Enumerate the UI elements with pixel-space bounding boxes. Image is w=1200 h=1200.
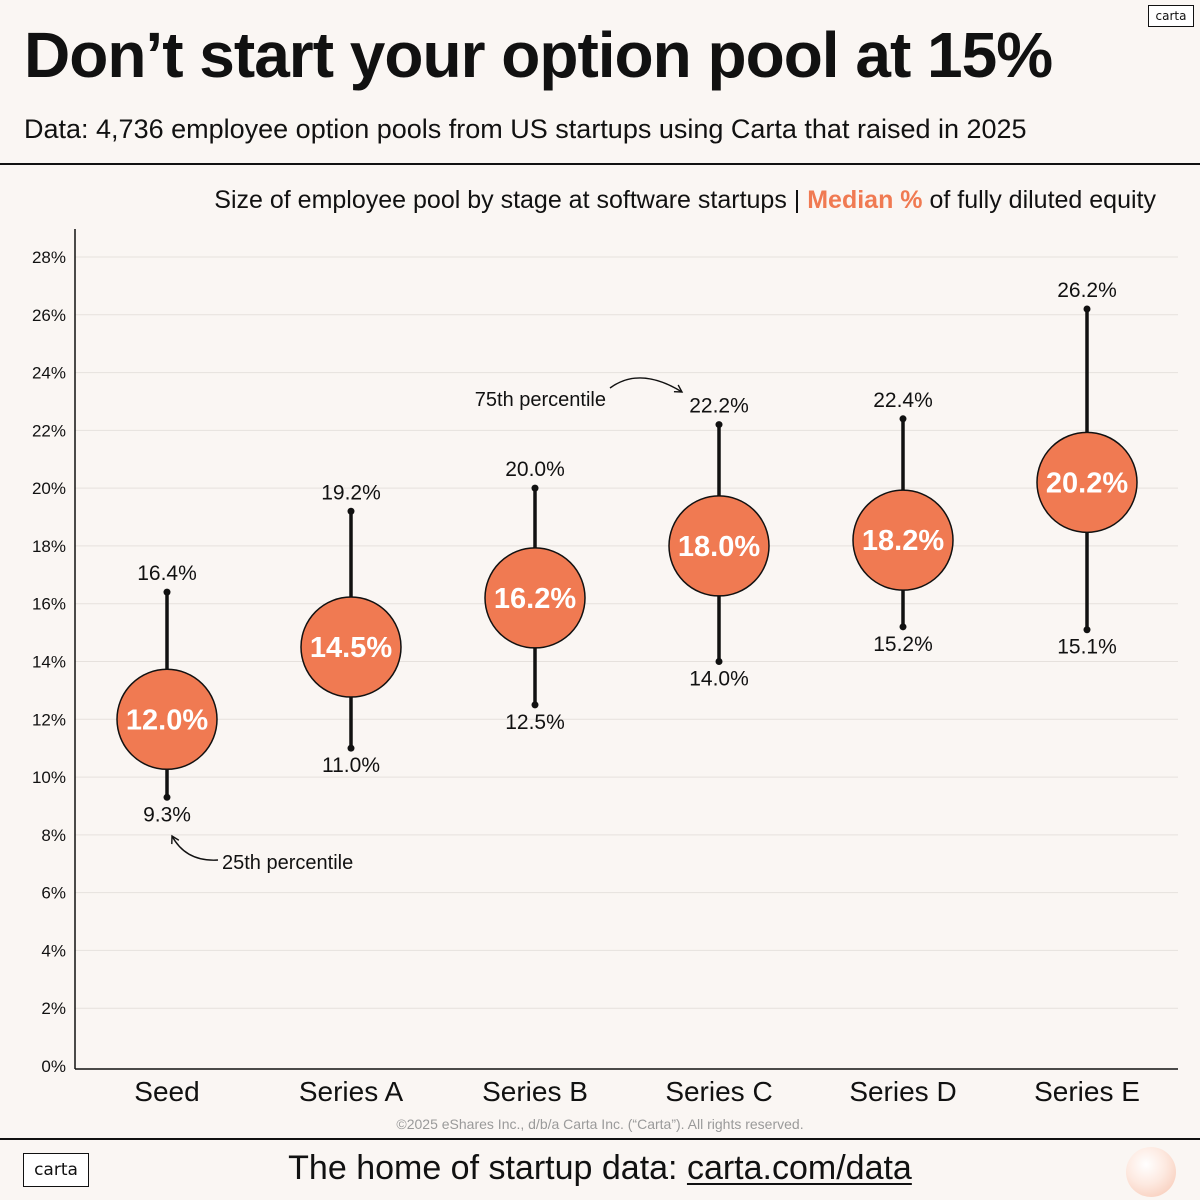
header-divider — [0, 163, 1200, 165]
y-tick-label: 6% — [41, 884, 66, 903]
copyright-notice: ©2025 eShares Inc., d/b/a Carta Inc. (“C… — [396, 1116, 804, 1132]
p75-label: 22.4% — [873, 389, 933, 412]
median-circle — [300, 596, 402, 698]
y-tick-label: 12% — [32, 710, 66, 729]
x-tick-label: Series E — [1034, 1076, 1140, 1107]
median-circle — [1036, 431, 1138, 534]
page-subtitle: Data: 4,736 employee option pools from U… — [24, 114, 1027, 144]
p25-point — [347, 744, 355, 752]
p75-point — [715, 421, 723, 429]
chart-title-suffix: of fully diluted equity — [922, 186, 1156, 214]
p75-label: 20.0% — [505, 458, 565, 481]
y-tick-label: 4% — [41, 941, 66, 960]
p25-label: 11.0% — [322, 754, 380, 777]
x-tick-label: Series C — [665, 1076, 772, 1107]
median-label: 20.2% — [1046, 467, 1128, 499]
x-tick-label: Series D — [849, 1076, 956, 1107]
y-tick-label: 2% — [41, 999, 66, 1018]
p75-point — [1083, 305, 1091, 313]
y-tick-label: 26% — [32, 306, 66, 325]
footer-tagline-text: The home of startup data: — [288, 1149, 687, 1187]
median-circle — [484, 547, 586, 649]
y-tick-label: 14% — [32, 653, 66, 672]
y-tick-label: 18% — [32, 537, 66, 556]
median-label: 14.5% — [310, 632, 392, 664]
p25-point — [163, 793, 171, 801]
p75-label: 19.2% — [321, 481, 381, 504]
x-tick-label: Series A — [299, 1076, 404, 1107]
p25-label: 14.0% — [689, 668, 749, 691]
median-label: 12.0% — [126, 704, 208, 736]
median-circle — [852, 489, 954, 591]
annotation-75th: 75th percentile — [475, 389, 606, 411]
p25-label: 15.2% — [873, 633, 933, 656]
x-tick-label: Seed — [134, 1076, 199, 1107]
annotation-75th-arrow — [609, 377, 684, 393]
p25-point — [1083, 626, 1091, 634]
p25-label: 15.1% — [1057, 636, 1117, 659]
p25-label: 12.5% — [505, 711, 565, 734]
p75-point — [163, 588, 171, 596]
annotation-25th: 25th percentile — [222, 852, 353, 874]
chart-title: Size of employee pool by stage at softwa… — [214, 186, 1156, 215]
chart-title-prefix: Size of employee pool by stage at softwa… — [214, 186, 808, 214]
y-tick-label: 10% — [32, 768, 66, 787]
y-tick-label: 8% — [41, 826, 66, 845]
median-label: 18.2% — [862, 525, 944, 557]
y-tick-label: 20% — [32, 479, 66, 498]
y-tick-label: 22% — [32, 421, 66, 440]
p25-point — [899, 623, 907, 631]
y-tick-label: 28% — [32, 248, 66, 267]
y-tick-label: 24% — [32, 364, 66, 383]
p75-point — [347, 507, 355, 515]
p25-point — [715, 658, 723, 665]
x-tick-label: Series B — [482, 1076, 588, 1107]
page-title: Don’t start your option pool at 15% — [24, 19, 1053, 91]
p75-point — [531, 484, 539, 492]
y-tick-label: 16% — [32, 595, 66, 614]
carta-logo-footer[interactable]: carta — [23, 1153, 89, 1187]
chart-title-highlight: Median % — [807, 186, 923, 214]
median-label: 18.0% — [678, 531, 760, 563]
median-circle — [116, 668, 218, 771]
p75-label: 16.4% — [137, 562, 197, 585]
footer-divider — [0, 1138, 1200, 1140]
carta-logo: carta — [1148, 5, 1194, 27]
p75-label: 26.2% — [1057, 279, 1117, 302]
median-circle — [668, 495, 770, 597]
p25-label: 9.3% — [143, 803, 191, 826]
p75-point — [899, 415, 907, 423]
annotation-25th-arrow — [171, 834, 219, 861]
p75-label: 22.2% — [689, 395, 749, 418]
y-tick-label: 0% — [41, 1057, 66, 1076]
median-label: 16.2% — [494, 583, 576, 615]
footer-tagline: The home of startup data: carta.com/data — [0, 1149, 1200, 1188]
carta-badge-icon — [1126, 1147, 1176, 1197]
p25-point — [531, 701, 539, 709]
footer-link[interactable]: carta.com/data — [686, 1149, 912, 1187]
